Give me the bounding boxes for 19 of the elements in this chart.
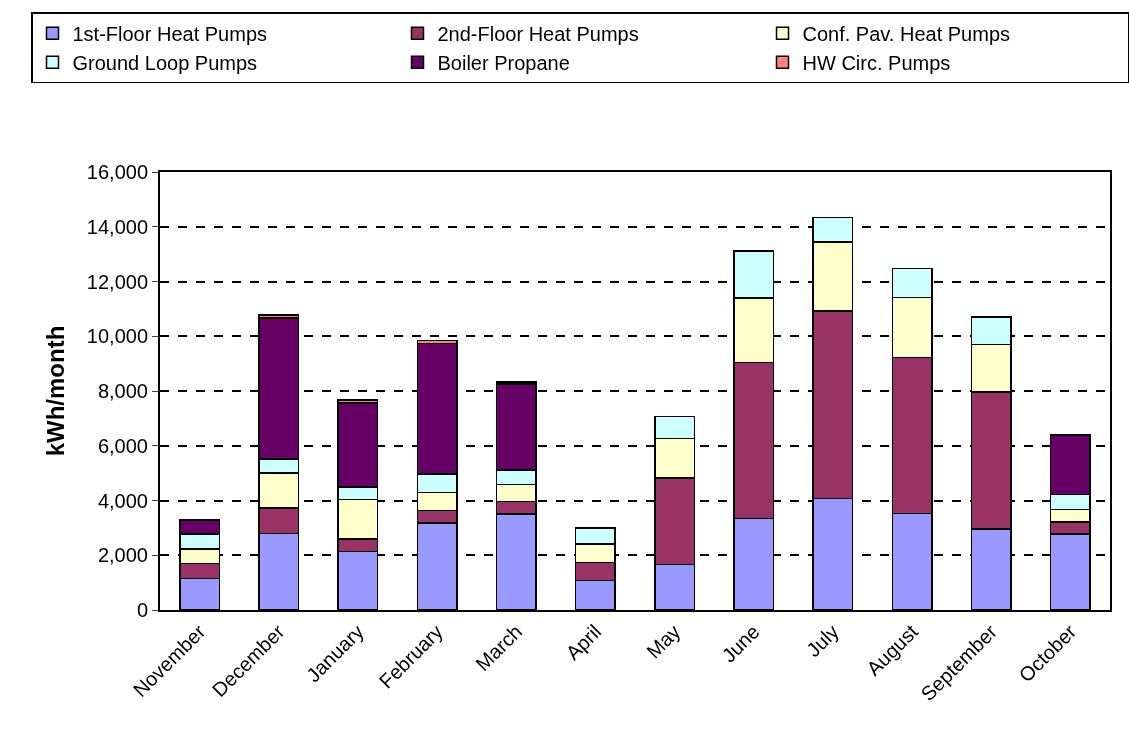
x-tick-label: July [802,620,843,662]
y-tick-label: 4,000 [97,489,148,512]
y-tick-label: 14,000 [86,215,148,238]
legend-label: Ground Loop Pumps [72,51,258,74]
y-tick-label: 6,000 [97,434,148,457]
y-tick-label: 16,000 [86,161,148,183]
y-tick-label: 2,000 [97,544,148,567]
legend-label: Conf. Pav. Heat Pumps [802,22,1010,45]
legend-label: 1st-Floor Heat Pumps [72,22,268,45]
y-tick-label: 12,000 [86,270,148,293]
y-tick-label: 0 [136,599,148,621]
y-tick-label: 10,000 [86,325,148,348]
legend-label: 2nd-Floor Heat Pumps [437,22,639,45]
legend-label: HW Circ. Pumps [802,51,951,74]
x-tick-label: June [717,620,764,667]
y-tick-label: 8,000 [97,380,148,402]
legend-label: Boiler Propane [437,51,570,74]
y-axis-title: kWh/month [42,325,70,457]
x-tick-label: May [642,620,685,663]
